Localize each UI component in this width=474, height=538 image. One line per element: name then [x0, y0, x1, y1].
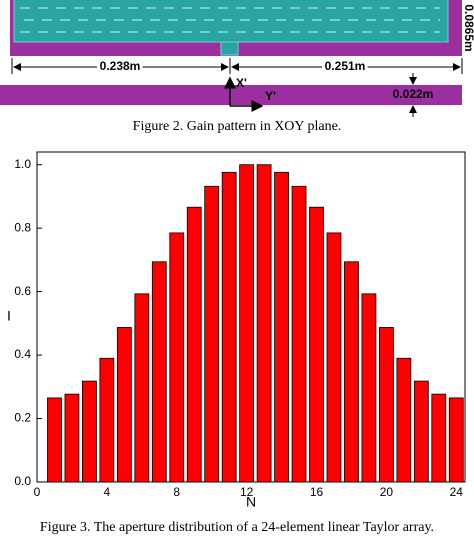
dimension-label: 0.0865m: [462, 4, 474, 51]
bar: [64, 393, 80, 483]
x-tick-label: 4: [104, 485, 111, 499]
side-view: [0, 85, 462, 105]
bar: [221, 171, 237, 483]
bar: [326, 232, 342, 483]
x-tick-label: 16: [310, 485, 324, 499]
dimension-label: 0.251m: [325, 59, 366, 73]
bar: [134, 293, 150, 483]
caption: Figure 3. The aperture distribution of a…: [40, 520, 434, 535]
dimension-label: 0.022m: [393, 87, 434, 101]
y-tick-label: 1.0: [14, 157, 31, 171]
x-tick-label: 0: [34, 485, 41, 499]
y-tick-label: 0.8: [14, 220, 31, 234]
bar: [169, 232, 185, 483]
x-tick-label: 8: [173, 485, 180, 499]
axis-label: X': [236, 76, 247, 90]
bar: [151, 261, 167, 483]
y-axis-title: I: [7, 308, 11, 324]
bar: [256, 164, 272, 483]
bar: [186, 206, 202, 483]
x-tick-label: 20: [380, 485, 394, 499]
y-tick-label: 0.2: [14, 411, 31, 425]
bar: [309, 206, 324, 483]
x-axis-title: N: [246, 494, 256, 510]
x-tick-label: 24: [450, 485, 464, 499]
y-tick-label: 0.4: [14, 347, 31, 361]
dimension-label: 0.238m: [100, 59, 141, 73]
bar: [431, 393, 447, 483]
axis-label: Y': [265, 89, 276, 103]
bar: [413, 380, 429, 483]
bar: [274, 171, 289, 483]
array-diagram: 0.238m 0.251m 0.0865m X' Y' 0.022m Figur…: [0, 0, 474, 134]
bar: [396, 357, 412, 483]
caption: Figure 2. Gain pattern in XOY plane.: [133, 119, 342, 134]
bar: [99, 357, 115, 483]
bar: [291, 185, 307, 483]
y-tick-label: 0.6: [14, 284, 31, 298]
bar: [82, 380, 97, 483]
bar: [204, 185, 220, 483]
bar: [448, 397, 464, 483]
x-tick-label: 12: [240, 485, 254, 499]
bar: [344, 261, 359, 483]
elements: [20, 7, 440, 33]
patch-array: [13, 0, 449, 43]
y-tick-label: 0.0: [14, 474, 31, 488]
bar: [361, 293, 377, 483]
bar: [47, 397, 62, 483]
feed: [220, 41, 239, 56]
dimension-lines: [11, 58, 463, 74]
bar: [378, 327, 394, 483]
bar: [116, 327, 132, 483]
bar: [239, 164, 255, 483]
